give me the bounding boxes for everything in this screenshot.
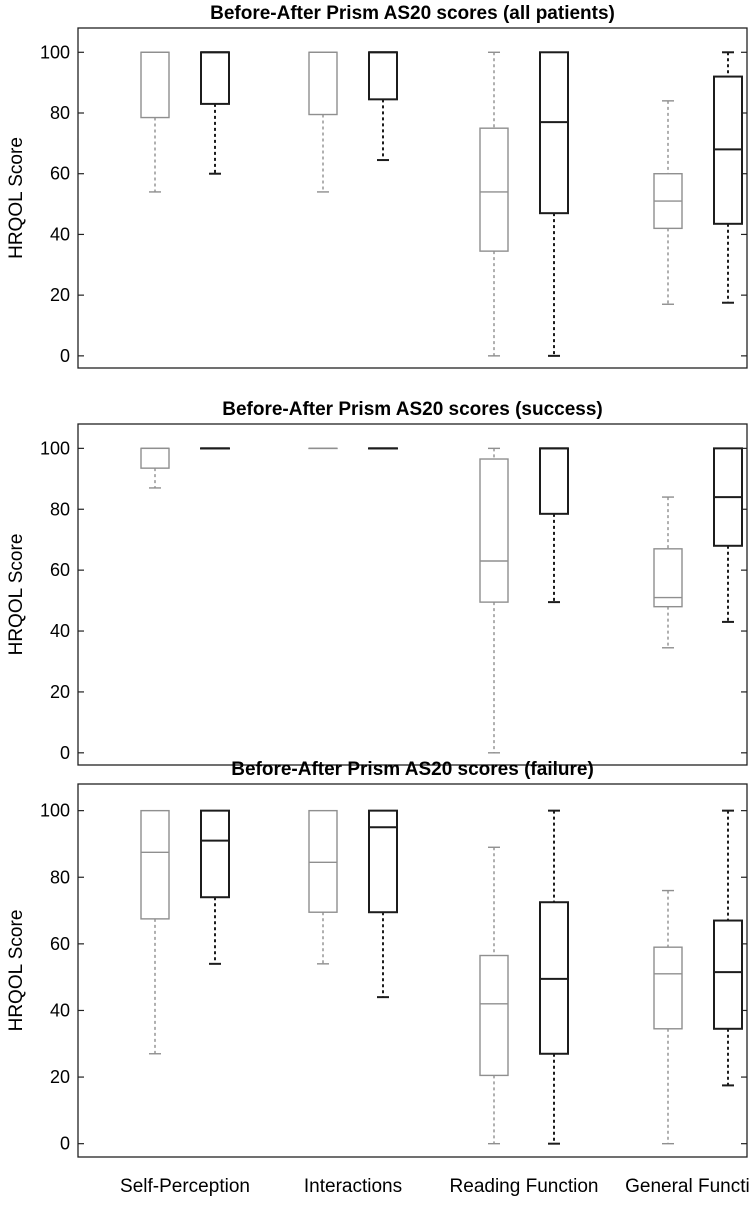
box-iqr [141,448,169,468]
box-iqr [480,128,508,251]
chart-title: Before-After Prism AS20 scores (failure) [231,759,594,780]
y-axis-label: HRQOL Score [6,910,27,1032]
box-iqr [714,921,742,1029]
box-iqr [654,947,682,1029]
y-tick-label: 20 [50,1067,70,1087]
box-iqr [369,52,397,99]
box-iqr [480,956,508,1076]
y-tick-label: 60 [50,164,70,184]
plot-frame [78,28,747,368]
y-tick-label: 100 [40,801,70,821]
y-tick-label: 40 [50,224,70,244]
y-tick-label: 60 [50,934,70,954]
y-tick-label: 100 [40,438,70,458]
y-tick-label: 40 [50,1000,70,1020]
plot-frame [78,424,747,765]
box-iqr [141,52,169,117]
y-axis-label: HRQOL Score [6,137,27,259]
box-iqr [540,448,568,513]
x-category-label: Reading Function [450,1176,599,1197]
box-iqr [540,52,568,213]
x-category-label: Interactions [304,1176,402,1197]
box-iqr [201,811,229,898]
y-tick-label: 0 [60,346,70,366]
y-tick-label: 20 [50,682,70,702]
y-tick-label: 20 [50,285,70,305]
box-iqr [480,459,508,602]
x-category-label: General Function [625,1176,750,1197]
y-tick-label: 0 [60,1134,70,1154]
box-iqr [201,52,229,104]
chart-title: Before-After Prism AS20 scores (all pati… [210,3,615,24]
y-tick-label: 80 [50,867,70,887]
box-iqr [309,811,337,913]
y-tick-label: 40 [50,621,70,641]
y-tick-label: 100 [40,42,70,62]
plot-frame [78,784,747,1157]
y-tick-label: 80 [50,499,70,519]
chart-title: Before-After Prism AS20 scores (success) [222,399,603,420]
y-axis-label: HRQOL Score [6,534,27,656]
x-category-label: Self-Perception [120,1176,250,1197]
y-tick-label: 60 [50,560,70,580]
box-iqr [141,811,169,919]
y-tick-label: 80 [50,103,70,123]
box-iqr [369,811,397,913]
y-tick-label: 0 [60,743,70,763]
box-iqr [309,52,337,114]
